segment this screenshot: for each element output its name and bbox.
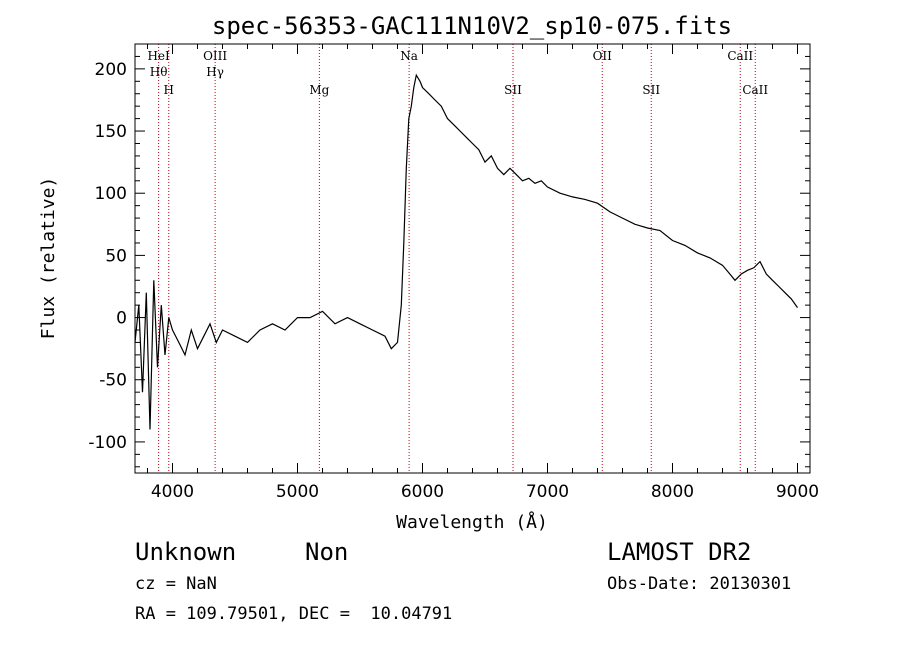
y-tick-label: -50 xyxy=(99,371,127,391)
coordinates: RA = 109.79501, DEC = 10.04791 xyxy=(135,604,453,624)
subclass: Non xyxy=(305,538,349,566)
y-tick-label: 100 xyxy=(95,184,127,204)
spectral-line-label: Na xyxy=(400,49,418,63)
chart-title: spec-56353-GAC111N10V2_sp10-075.fits xyxy=(212,12,732,40)
axis-ticks: 4000 5000 6000 7000 8000 9000 -100 -50 0 50 100 150… xyxy=(88,43,819,502)
x-axis-label: Wavelength (Å) xyxy=(396,511,548,533)
y-tick-label: -100 xyxy=(88,433,127,453)
y-tick-label: 150 xyxy=(95,122,127,142)
redshift-cz: cz = NaN xyxy=(135,574,217,594)
y-axis-label: Flux (relative) xyxy=(38,177,59,340)
spectral-line-label: SII xyxy=(642,83,660,97)
spectral-line-label: OIII xyxy=(203,49,227,63)
spectral-line-label: Hθ xyxy=(150,65,168,79)
x-tick-label: 9000 xyxy=(776,482,819,502)
object-class: Unknown xyxy=(135,538,237,566)
x-tick-label: 5000 xyxy=(276,482,319,502)
x-tick-label: 7000 xyxy=(526,482,569,502)
spectrum-chart: spec-56353-GAC111N10V2_sp10-075.fits Wav… xyxy=(38,12,819,533)
obs-date: Obs-Date: 20130301 xyxy=(607,574,792,594)
flux-series xyxy=(134,73,798,430)
spectral-line-label: Hγ xyxy=(206,65,224,79)
y-tick-label: 0 xyxy=(116,309,127,329)
spectral-line-label: CaII xyxy=(727,49,753,63)
spectral-lines: HeI Hθ H OIII Hγ Mg Na SII OII SII CaII CaII xyxy=(147,44,768,473)
flux-line xyxy=(134,73,798,430)
spectral-line-label: CaII xyxy=(742,83,768,97)
spectral-line-label: H xyxy=(164,83,174,97)
y-tick-label: 200 xyxy=(95,60,127,80)
y-tick-label: 50 xyxy=(105,246,127,266)
x-tick-label: 4000 xyxy=(151,482,194,502)
spectral-line-label: HeI xyxy=(147,49,170,63)
x-tick-label: 8000 xyxy=(651,482,694,502)
spectral-line-label: OII xyxy=(593,49,613,63)
x-tick-label: 6000 xyxy=(401,482,444,502)
spectral-line-label: Mg xyxy=(309,83,329,97)
plot-frame xyxy=(134,43,811,474)
survey-name: LAMOST DR2 xyxy=(607,538,752,566)
spectral-line-label: SII xyxy=(504,83,522,97)
